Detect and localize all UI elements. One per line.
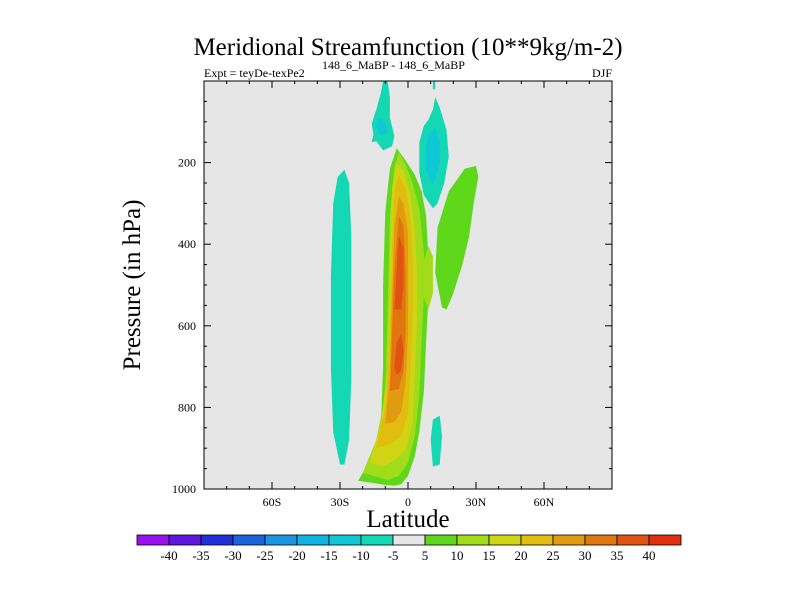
contour-region-14 (376, 117, 388, 137)
x-tick-label: 60N (534, 495, 555, 509)
colorbar-label: 25 (547, 548, 560, 563)
colorbar-box-9 (424, 534, 458, 546)
colorbar-box-4 (264, 534, 298, 546)
colorbar-label: 10 (451, 548, 464, 563)
colorbar-box-16 (648, 534, 682, 546)
colorbar-label: 20 (515, 548, 528, 563)
y-tick-label: 1000 (172, 482, 196, 496)
contour-region-16 (432, 81, 436, 90)
subtitle-right: DJF (592, 66, 612, 80)
chart-title: Meridional Streamfunction (10**9kg/m-2) (193, 34, 622, 61)
contour-regions (330, 81, 479, 486)
axis-ticks: 60S 30S 0 30N 60N 200 400 600 800 1000 (172, 81, 612, 509)
contour-region-12 (426, 127, 440, 185)
colorbar-label: -10 (352, 548, 369, 563)
colorbar-label: 5 (422, 548, 429, 563)
x-tick-label: 30N (466, 495, 487, 509)
colorbar: -40 -35 -30 -25 -20 -15 -10 -5 5 10 15 20 25 30 35 40 (136, 534, 682, 563)
colorbar-box-1 (168, 534, 202, 546)
colorbar-box-12 (520, 534, 554, 546)
contour-region-6 (394, 236, 404, 310)
x-tick-label: 0 (405, 495, 411, 509)
colorbar-label: -20 (288, 548, 305, 563)
colorbar-label: -40 (160, 548, 177, 563)
y-tick-label: 600 (178, 319, 196, 333)
colorbar-box-3 (232, 534, 266, 546)
x-tick-label: 30S (331, 495, 350, 509)
y-tick-label: 800 (178, 400, 196, 414)
colorbar-label: 30 (579, 548, 592, 563)
colorbar-box-15 (616, 534, 650, 546)
colorbar-box-2 (200, 534, 234, 546)
colorbar-box-10 (456, 534, 490, 546)
y-tick-label: 200 (178, 156, 196, 170)
colorbar-box-0 (136, 534, 170, 546)
contour-region-7 (394, 334, 404, 375)
colorbar-label: -30 (224, 548, 241, 563)
y-axis-label: Pressure (in hPa) (119, 200, 146, 371)
colorbar-label: -25 (256, 548, 273, 563)
contour-region-15 (371, 132, 381, 143)
colorbar-label: -15 (320, 548, 337, 563)
y-tick-label: 400 (178, 237, 196, 251)
subtitle-left: Expt = teyDe-texPe2 (204, 66, 305, 80)
colorbar-box-11 (488, 534, 522, 546)
contour-region-10 (435, 165, 479, 310)
colorbar-label: 40 (643, 548, 656, 563)
contour-region-9 (330, 169, 352, 465)
colorbar-box-5 (296, 534, 330, 546)
colorbar-label: 35 (611, 548, 624, 563)
colorbar-box-14 (584, 534, 618, 546)
colorbar-label: -35 (192, 548, 209, 563)
colorbar-box-8 (392, 534, 426, 546)
contour-region-17 (430, 415, 442, 467)
x-axis-label: Latitude (366, 506, 449, 533)
colorbar-box-7 (360, 534, 394, 546)
colorbar-label: -5 (388, 548, 399, 563)
colorbar-box-6 (328, 534, 362, 546)
x-tick-label: 60S (263, 495, 282, 509)
colorbar-box-13 (552, 534, 586, 546)
subtitle-superscript: 148_6_MaBP - 148_6_MaBP (322, 58, 465, 72)
contour-region-8 (423, 246, 433, 310)
colorbar-label: 15 (483, 548, 496, 563)
